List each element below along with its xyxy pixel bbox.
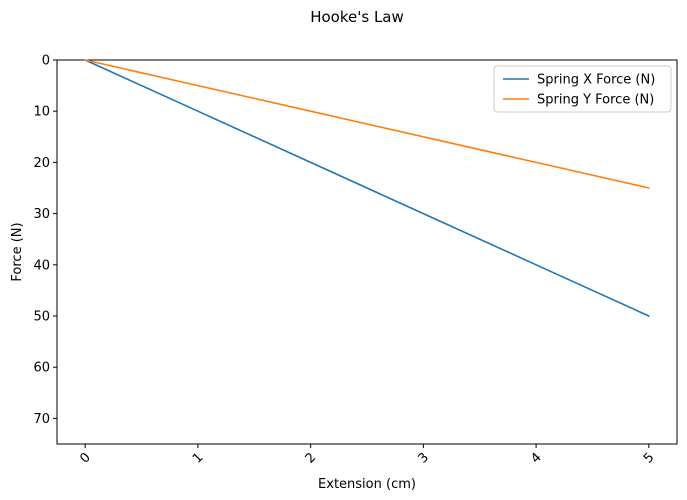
x-tick-label: 0 xyxy=(77,450,93,466)
x-tick-label: 1 xyxy=(190,450,206,466)
plot-frame xyxy=(56,59,678,445)
y-tick-label: 50 xyxy=(33,310,50,325)
y-tick-label: 30 xyxy=(33,207,50,222)
y-tick-label: 60 xyxy=(33,361,50,376)
series-line-2 xyxy=(84,59,650,189)
y-tick-label: 10 xyxy=(33,105,50,120)
legend-label-2: Spring Y Force (N) xyxy=(537,93,654,108)
legend-box xyxy=(493,65,672,113)
x-tick-label: 5 xyxy=(641,450,657,466)
plot-area xyxy=(56,59,678,445)
series-lines xyxy=(84,59,650,317)
y-tick-label: 20 xyxy=(33,156,50,171)
legend: Spring X Force (N) Spring Y Force (N) xyxy=(493,65,672,113)
legend-label-1: Spring X Force (N) xyxy=(537,73,655,88)
series-line-1 xyxy=(84,59,650,317)
y-tick-label: 70 xyxy=(33,412,50,427)
y-tick-label: 40 xyxy=(33,258,50,273)
y-tick-label: 0 xyxy=(42,54,50,69)
x-axis-title: Extension (cm) xyxy=(318,477,416,492)
x-tick-label: 2 xyxy=(303,450,319,466)
y-axis-title: Force (N) xyxy=(10,222,25,281)
chart-title: Hooke's Law xyxy=(310,8,404,26)
x-tick-label: 3 xyxy=(415,450,431,466)
x-tick-label: 4 xyxy=(528,450,544,466)
